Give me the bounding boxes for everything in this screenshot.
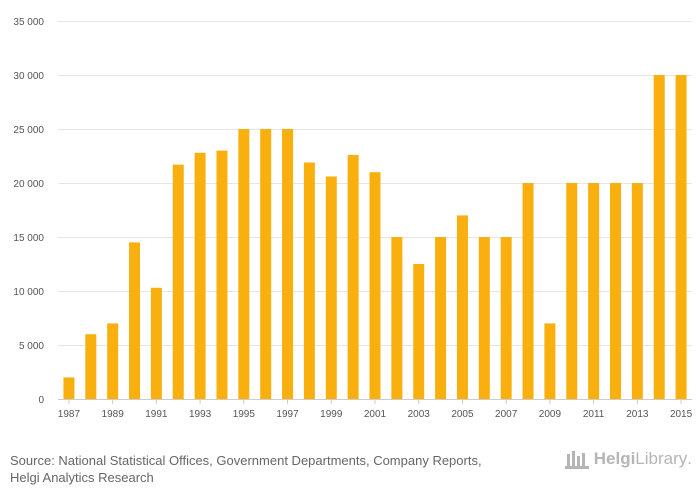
x-tick-label: 2009: [539, 409, 562, 420]
bar-chart: 0 5 000 10 000 15 000 20 000 25 000 30 000 35 0…: [13, 17, 693, 420]
bar: [522, 183, 534, 399]
bar: [435, 237, 447, 399]
y-tick-label: 10 000: [13, 287, 44, 298]
library-icon: [564, 451, 589, 469]
bar: [260, 129, 272, 399]
logo-text-library: Library: [635, 449, 688, 468]
y-tick-label: 35 000: [13, 17, 44, 28]
bar: [369, 172, 381, 399]
bar: [282, 129, 294, 399]
bar: [63, 377, 75, 399]
y-tick-label: 20 000: [13, 179, 44, 190]
bar: [609, 183, 621, 399]
source-line-2: Helgi Analytics Research: [10, 470, 154, 485]
x-tick-label: 2015: [670, 409, 693, 420]
bar: [238, 129, 250, 399]
bar: [500, 237, 512, 399]
x-tick-label: 1991: [145, 409, 168, 420]
y-tick-label: 25 000: [13, 125, 44, 136]
logo-text-helgi: Helgi: [593, 449, 636, 468]
bar: [675, 75, 687, 399]
bar: [85, 334, 97, 399]
bar: [347, 154, 359, 399]
y-tick-label: 30 000: [13, 71, 44, 82]
bar: [391, 237, 403, 399]
x-tick-label: 1989: [102, 409, 125, 420]
y-axis-ticks: 0 5 000 10 000 15 000 20 000 25 000 30 000 35 0…: [13, 17, 44, 406]
source-note: Source: National Statistical Offices, Go…: [10, 452, 550, 486]
bar: [544, 323, 556, 399]
bar: [216, 150, 228, 399]
bar: [325, 176, 337, 399]
bar: [107, 323, 119, 399]
footer: Source: National Statistical Offices, Go…: [0, 440, 700, 500]
logo-text-dot: .: [687, 449, 692, 468]
bar: [456, 215, 468, 399]
bar: [413, 264, 425, 399]
y-tick-label: 15 000: [13, 233, 44, 244]
bar: [194, 152, 206, 399]
bar: [150, 287, 162, 399]
bar: [478, 237, 490, 399]
bar: [172, 164, 184, 399]
x-tick-label: 1995: [233, 409, 256, 420]
x-tick-label: 1999: [320, 409, 343, 420]
x-tick-label: 2001: [364, 409, 387, 420]
helgi-library-logo[interactable]: Helgi Library.: [564, 448, 692, 470]
y-tick-label: 0: [38, 395, 44, 406]
bar: [566, 183, 578, 399]
x-tick-label: 2007: [495, 409, 518, 420]
source-line-1: Source: National Statistical Offices, Go…: [10, 453, 482, 468]
bars: [63, 75, 687, 399]
x-tick-label: 2005: [451, 409, 474, 420]
bar: [303, 162, 315, 399]
bar: [129, 242, 141, 399]
x-axis-ticks: 1987 1989 1991 1993 1995 1997 1999 2001 2003 2005…: [58, 399, 693, 420]
x-tick-label: 2013: [626, 409, 649, 420]
x-tick-label: 2003: [408, 409, 431, 420]
bar: [653, 75, 665, 399]
y-tick-label: 5 000: [19, 341, 44, 352]
bar: [631, 183, 643, 399]
x-tick-label: 1987: [58, 409, 81, 420]
x-tick-label: 1997: [276, 409, 299, 420]
x-tick-label: 1993: [189, 409, 212, 420]
x-tick-label: 2011: [583, 409, 605, 420]
bar: [588, 183, 600, 399]
